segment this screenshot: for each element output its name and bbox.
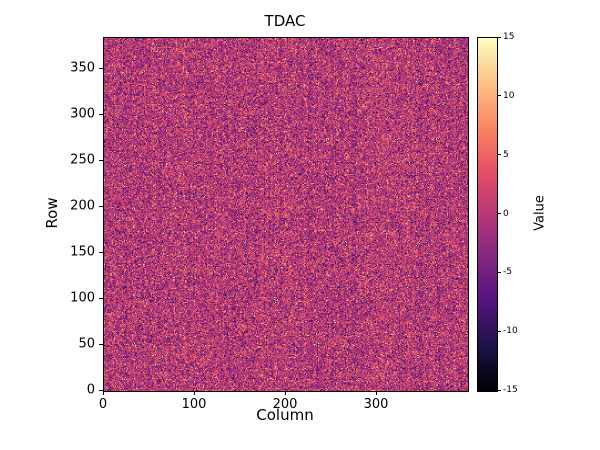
- colorbar-tick-mark: [498, 330, 501, 332]
- plot-title: TDAC: [264, 12, 306, 30]
- x-tick-mark: [193, 391, 195, 395]
- y-tick-label: 300: [70, 106, 95, 122]
- y-tick-label: 200: [70, 198, 95, 214]
- y-tick-mark: [99, 205, 103, 207]
- y-tick-mark: [99, 67, 103, 69]
- y-tick-mark: [99, 389, 103, 391]
- x-axis-label: Column: [256, 406, 314, 424]
- colorbar-tick-mark: [498, 389, 501, 391]
- colorbar-tick-label: 10: [503, 90, 515, 101]
- colorbar: [477, 37, 498, 392]
- heatmap-plot-area: [103, 37, 469, 392]
- colorbar-tick-label: 0: [503, 208, 509, 219]
- y-tick-mark: [99, 297, 103, 299]
- colorbar-tick-label: -10: [503, 326, 518, 337]
- x-tick-mark: [102, 391, 104, 395]
- colorbar-tick-label: 15: [503, 32, 515, 42]
- y-tick-label: 150: [70, 244, 95, 260]
- colorbar-tick-label: -5: [503, 267, 512, 278]
- y-tick-mark: [99, 251, 103, 253]
- colorbar-label: Value: [532, 195, 548, 231]
- x-tick-label: 0: [98, 397, 108, 412]
- y-tick-label: 100: [70, 290, 95, 306]
- y-tick-mark: [99, 113, 103, 115]
- y-tick-mark: [99, 159, 103, 161]
- y-tick-label: 0: [86, 382, 95, 398]
- heatmap-canvas: [104, 38, 468, 391]
- x-tick-label: 100: [181, 397, 207, 412]
- x-tick-mark: [375, 391, 377, 395]
- x-tick-label: 300: [363, 397, 389, 412]
- colorbar-tick-mark: [498, 154, 501, 156]
- colorbar-tick-mark: [498, 271, 501, 273]
- y-tick-label: 250: [70, 152, 95, 168]
- y-tick-label: 50: [78, 336, 95, 352]
- x-tick-label: 200: [272, 397, 298, 412]
- colorbar-tick-mark: [498, 213, 501, 214]
- y-tick-mark: [99, 343, 103, 345]
- x-tick-mark: [284, 391, 286, 395]
- y-tick-label: 350: [70, 60, 95, 76]
- colorbar-tick-label: 5: [503, 149, 509, 160]
- colorbar-tick-label: -15: [503, 385, 518, 395]
- colorbar-tick-mark: [498, 95, 501, 97]
- colorbar-tick-mark: [498, 36, 501, 38]
